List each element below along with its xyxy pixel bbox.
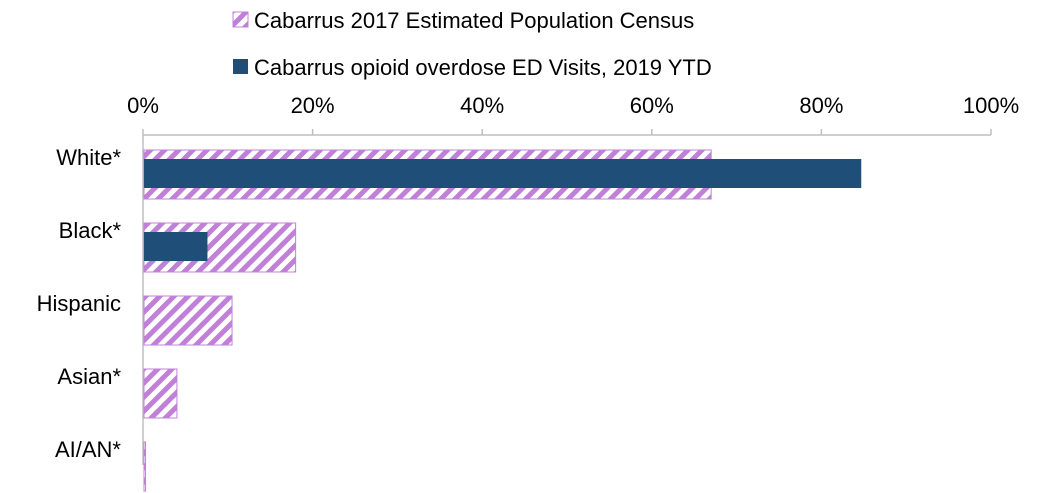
category-label: Hispanic <box>37 291 121 316</box>
axes <box>142 134 991 465</box>
legend-item-population: Cabarrus 2017 Estimated Population Censu… <box>232 8 694 33</box>
x-tick-label: 80% <box>799 93 843 118</box>
category-label: Asian* <box>57 364 121 389</box>
category-label: White* <box>56 145 121 170</box>
x-axis-ticks: 0% 20% 40% 60% 80% 100% <box>127 93 1019 135</box>
legend-label-population: Cabarrus 2017 Estimated Population Censu… <box>254 8 694 33</box>
x-tick-label: 60% <box>630 93 674 118</box>
bar-population <box>143 295 233 346</box>
bars <box>143 149 862 492</box>
legend-item-ed-visits: Cabarrus opioid overdose ED Visits, 2019… <box>233 55 712 80</box>
bar-ed-visits <box>144 232 208 261</box>
category-label: AI/AN* <box>55 437 121 462</box>
bar-population <box>143 368 178 419</box>
x-tick-label: 0% <box>127 93 159 118</box>
legend-swatch-ed-visits <box>233 59 248 74</box>
legend-label-ed-visits: Cabarrus opioid overdose ED Visits, 2019… <box>254 55 712 80</box>
legend-swatch-population <box>232 11 249 28</box>
x-tick-label: 100% <box>963 93 1019 118</box>
x-tick-label: 40% <box>460 93 504 118</box>
bar-ed-visits <box>144 159 862 188</box>
bar-population <box>143 441 147 492</box>
category-labels: White* Black* Hispanic Asian* AI/AN* <box>37 145 122 462</box>
legend: Cabarrus 2017 Estimated Population Censu… <box>232 8 712 80</box>
x-tick-label: 20% <box>291 93 335 118</box>
category-label: Black* <box>59 218 122 243</box>
